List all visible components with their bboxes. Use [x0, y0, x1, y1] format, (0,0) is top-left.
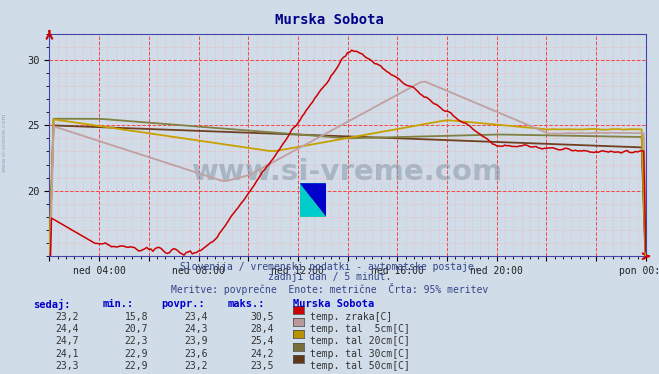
- Text: 23,5: 23,5: [250, 361, 273, 371]
- Text: Slovenija / vremenski podatki - avtomatske postaje.: Slovenija / vremenski podatki - avtomats…: [180, 262, 479, 272]
- Text: 24,7: 24,7: [55, 336, 79, 346]
- Text: 28,4: 28,4: [250, 324, 273, 334]
- Text: Murska Sobota: Murska Sobota: [275, 13, 384, 27]
- Text: 23,2: 23,2: [184, 361, 208, 371]
- Text: 25,4: 25,4: [250, 336, 273, 346]
- Text: sedaj:: sedaj:: [33, 299, 71, 310]
- Text: 20,7: 20,7: [125, 324, 148, 334]
- Text: temp. tal 50cm[C]: temp. tal 50cm[C]: [310, 361, 410, 371]
- Text: 24,2: 24,2: [250, 349, 273, 359]
- Polygon shape: [300, 183, 326, 217]
- Text: 23,4: 23,4: [184, 312, 208, 322]
- Text: temp. tal 20cm[C]: temp. tal 20cm[C]: [310, 336, 410, 346]
- Text: 23,9: 23,9: [184, 336, 208, 346]
- Text: 22,9: 22,9: [125, 361, 148, 371]
- Text: 24,1: 24,1: [55, 349, 79, 359]
- Text: Meritve: povprečne  Enote: metrične  Črta: 95% meritev: Meritve: povprečne Enote: metrične Črta:…: [171, 283, 488, 295]
- Text: 24,3: 24,3: [184, 324, 208, 334]
- Text: 24,4: 24,4: [55, 324, 79, 334]
- Text: 22,3: 22,3: [125, 336, 148, 346]
- Text: www.si-vreme.com: www.si-vreme.com: [2, 112, 7, 172]
- Text: 30,5: 30,5: [250, 312, 273, 322]
- Text: zadnji dan / 5 minut.: zadnji dan / 5 minut.: [268, 272, 391, 282]
- Text: 23,6: 23,6: [184, 349, 208, 359]
- Text: temp. tal 30cm[C]: temp. tal 30cm[C]: [310, 349, 410, 359]
- Text: Murska Sobota: Murska Sobota: [293, 299, 374, 309]
- Text: povpr.:: povpr.:: [161, 299, 205, 309]
- Polygon shape: [300, 183, 326, 217]
- Text: maks.:: maks.:: [227, 299, 265, 309]
- Text: 23,3: 23,3: [55, 361, 79, 371]
- Polygon shape: [300, 183, 326, 217]
- Text: 22,9: 22,9: [125, 349, 148, 359]
- Text: temp. tal  5cm[C]: temp. tal 5cm[C]: [310, 324, 410, 334]
- Text: min.:: min.:: [102, 299, 133, 309]
- Text: www.si-vreme.com: www.si-vreme.com: [192, 157, 503, 186]
- Text: 15,8: 15,8: [125, 312, 148, 322]
- Text: temp. zraka[C]: temp. zraka[C]: [310, 312, 392, 322]
- Text: 23,2: 23,2: [55, 312, 79, 322]
